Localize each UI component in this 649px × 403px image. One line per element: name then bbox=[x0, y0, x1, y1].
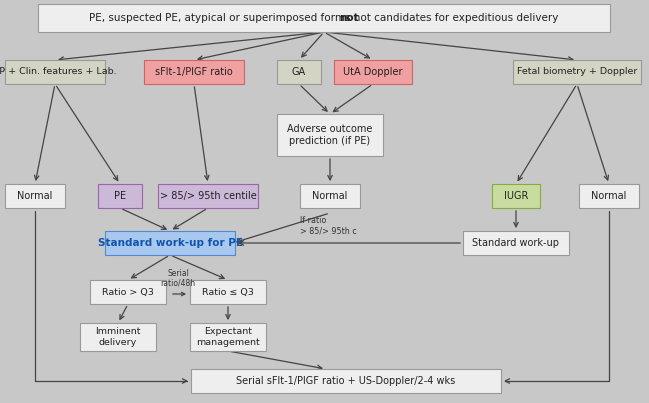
Text: Ratio ≤ Q3: Ratio ≤ Q3 bbox=[202, 287, 254, 297]
FancyBboxPatch shape bbox=[579, 184, 639, 208]
Text: not: not bbox=[339, 13, 358, 23]
FancyBboxPatch shape bbox=[158, 184, 258, 208]
FancyBboxPatch shape bbox=[38, 4, 610, 32]
FancyBboxPatch shape bbox=[492, 184, 540, 208]
Text: Standard work-up: Standard work-up bbox=[472, 238, 559, 248]
FancyBboxPatch shape bbox=[5, 184, 65, 208]
Text: Serial sFlt-1/PlGF ratio + US-Doppler/2-4 wks: Serial sFlt-1/PlGF ratio + US-Doppler/2-… bbox=[236, 376, 456, 386]
Text: Normal: Normal bbox=[18, 191, 53, 201]
Text: Standard work-up for PE: Standard work-up for PE bbox=[97, 238, 243, 248]
Text: Ratio > Q3: Ratio > Q3 bbox=[102, 287, 154, 297]
Text: PE, suspected PE, atypical or superimposed forms not candidates for expeditious : PE, suspected PE, atypical or superimpos… bbox=[90, 13, 559, 23]
Text: > 85/> 95th centile: > 85/> 95th centile bbox=[160, 191, 256, 201]
FancyBboxPatch shape bbox=[334, 60, 412, 84]
Text: Imminent
delivery: Imminent delivery bbox=[95, 327, 141, 347]
FancyBboxPatch shape bbox=[463, 231, 569, 255]
Text: If ratio
> 85/> 95th c: If ratio > 85/> 95th c bbox=[300, 216, 357, 235]
FancyBboxPatch shape bbox=[5, 60, 105, 84]
FancyBboxPatch shape bbox=[277, 60, 321, 84]
FancyBboxPatch shape bbox=[190, 323, 266, 351]
Text: sFlt-1/PlGF ratio: sFlt-1/PlGF ratio bbox=[155, 67, 233, 77]
Text: IUGR: IUGR bbox=[504, 191, 528, 201]
FancyBboxPatch shape bbox=[144, 60, 244, 84]
Text: Normal: Normal bbox=[591, 191, 627, 201]
FancyBboxPatch shape bbox=[105, 231, 235, 255]
Text: Normal: Normal bbox=[312, 191, 348, 201]
FancyBboxPatch shape bbox=[98, 184, 142, 208]
Text: Expectant
management: Expectant management bbox=[196, 327, 260, 347]
FancyBboxPatch shape bbox=[277, 114, 383, 156]
Text: GA: GA bbox=[292, 67, 306, 77]
FancyBboxPatch shape bbox=[300, 184, 360, 208]
FancyBboxPatch shape bbox=[80, 323, 156, 351]
Text: Serial
ratio/48h: Serial ratio/48h bbox=[160, 269, 195, 288]
Text: BP + Clin. features + Lab.: BP + Clin. features + Lab. bbox=[0, 67, 117, 77]
FancyBboxPatch shape bbox=[513, 60, 641, 84]
Text: Fetal biometry + Doppler: Fetal biometry + Doppler bbox=[517, 67, 637, 77]
Text: Adverse outcome
prediction (if PE): Adverse outcome prediction (if PE) bbox=[288, 124, 373, 146]
Text: PE: PE bbox=[114, 191, 126, 201]
FancyBboxPatch shape bbox=[190, 280, 266, 304]
FancyBboxPatch shape bbox=[191, 369, 501, 393]
FancyBboxPatch shape bbox=[90, 280, 166, 304]
Text: UtA Doppler: UtA Doppler bbox=[343, 67, 403, 77]
